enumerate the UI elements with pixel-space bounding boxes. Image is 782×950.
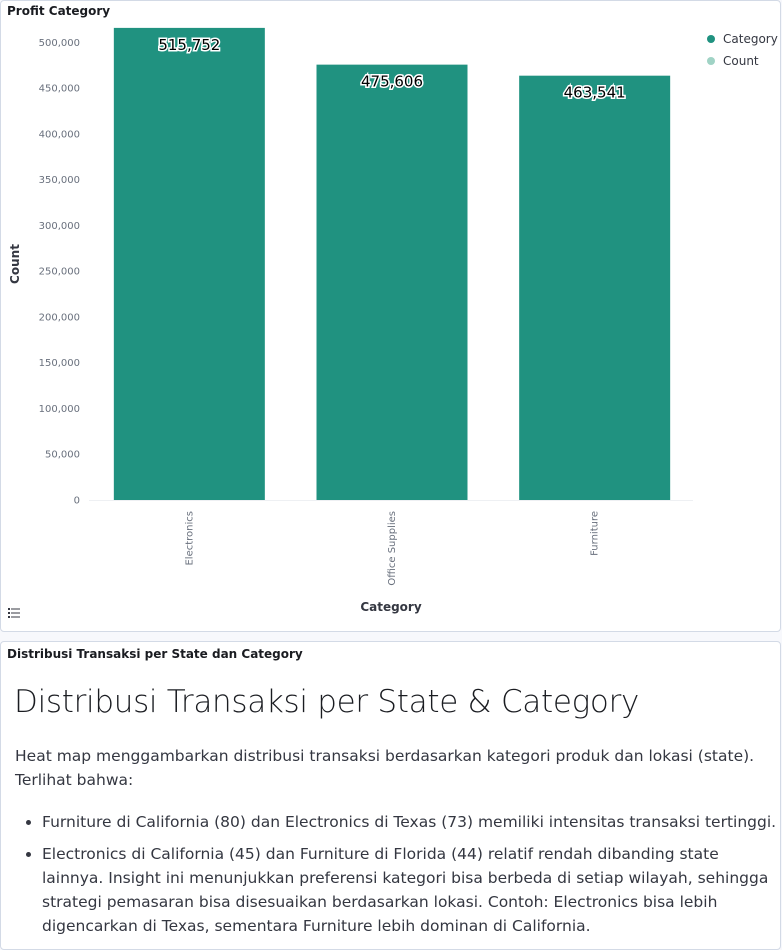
y-tick-label: 200,000: [39, 312, 80, 323]
bar-value-labels: 515,752 475,606 463,541: [157, 34, 627, 103]
x-axis: Electronics Office Supplies Furniture: [184, 511, 600, 586]
list-item: Furniture di California (80) dan Electro…: [42, 810, 782, 834]
legend-item-category[interactable]: Category: [707, 28, 778, 50]
x-tick-label: Office Supplies: [387, 511, 398, 586]
legend-toggle-button[interactable]: [5, 606, 23, 624]
legend-label: Category: [723, 32, 778, 46]
list-item: Electronics di California (45) dan Furni…: [42, 842, 782, 938]
x-tick-label: Electronics: [184, 511, 195, 566]
bar-value-label: 475,606: [361, 73, 423, 91]
y-tick-label: 150,000: [39, 358, 80, 369]
bar[interactable]: [316, 64, 468, 501]
y-tick-label: 250,000: [39, 267, 80, 278]
y-tick-label: 500,000: [39, 38, 80, 49]
chart-legend: Category Count: [707, 28, 778, 72]
y-tick-label: 300,000: [39, 221, 80, 232]
legend-label: Count: [723, 54, 759, 68]
markdown-bullet-list: Furniture di California (80) dan Electro…: [20, 810, 782, 946]
y-tick-label: 50,000: [45, 450, 80, 461]
x-axis-title: Category: [360, 600, 422, 614]
bar[interactable]: [519, 75, 671, 500]
y-tick-label: 350,000: [39, 175, 80, 186]
bar-value-label: 515,752: [158, 36, 220, 54]
legend-dot-icon: [707, 35, 715, 43]
y-tick-label: 100,000: [39, 404, 80, 415]
y-tick-label: 0: [74, 496, 80, 507]
panel-title: Profit Category: [7, 4, 111, 18]
x-tick-label: Furniture: [590, 511, 601, 556]
bars: [113, 27, 671, 501]
legend-item-count[interactable]: Count: [707, 50, 778, 72]
legend-dot-icon: [707, 57, 715, 65]
markdown-heading: Distribusi Transaksi per State & Categor…: [14, 684, 640, 720]
y-axis: 0 50,000 100,000 150,000 200,000 250,000 300,0…: [39, 38, 80, 507]
bar[interactable]: [113, 27, 265, 501]
panel-title: Distribusi Transaksi per State dan Categ…: [7, 647, 303, 661]
markdown-intro: Heat map menggambarkan distribusi transa…: [15, 747, 755, 789]
y-axis-title: Count: [8, 244, 22, 284]
y-tick-label: 450,000: [39, 84, 80, 95]
chart-panel: Profit Category 0 50,000 100,000 150,000 200…: [0, 0, 781, 632]
markdown-panel: Distribusi Transaksi per State dan Categ…: [0, 641, 781, 950]
y-tick-label: 400,000: [39, 129, 80, 140]
bar-chart: 0 50,000 100,000 150,000 200,000 250,000 300,0…: [8, 27, 693, 614]
bar-value-label: 463,541: [564, 84, 626, 102]
list-icon: [8, 608, 20, 618]
